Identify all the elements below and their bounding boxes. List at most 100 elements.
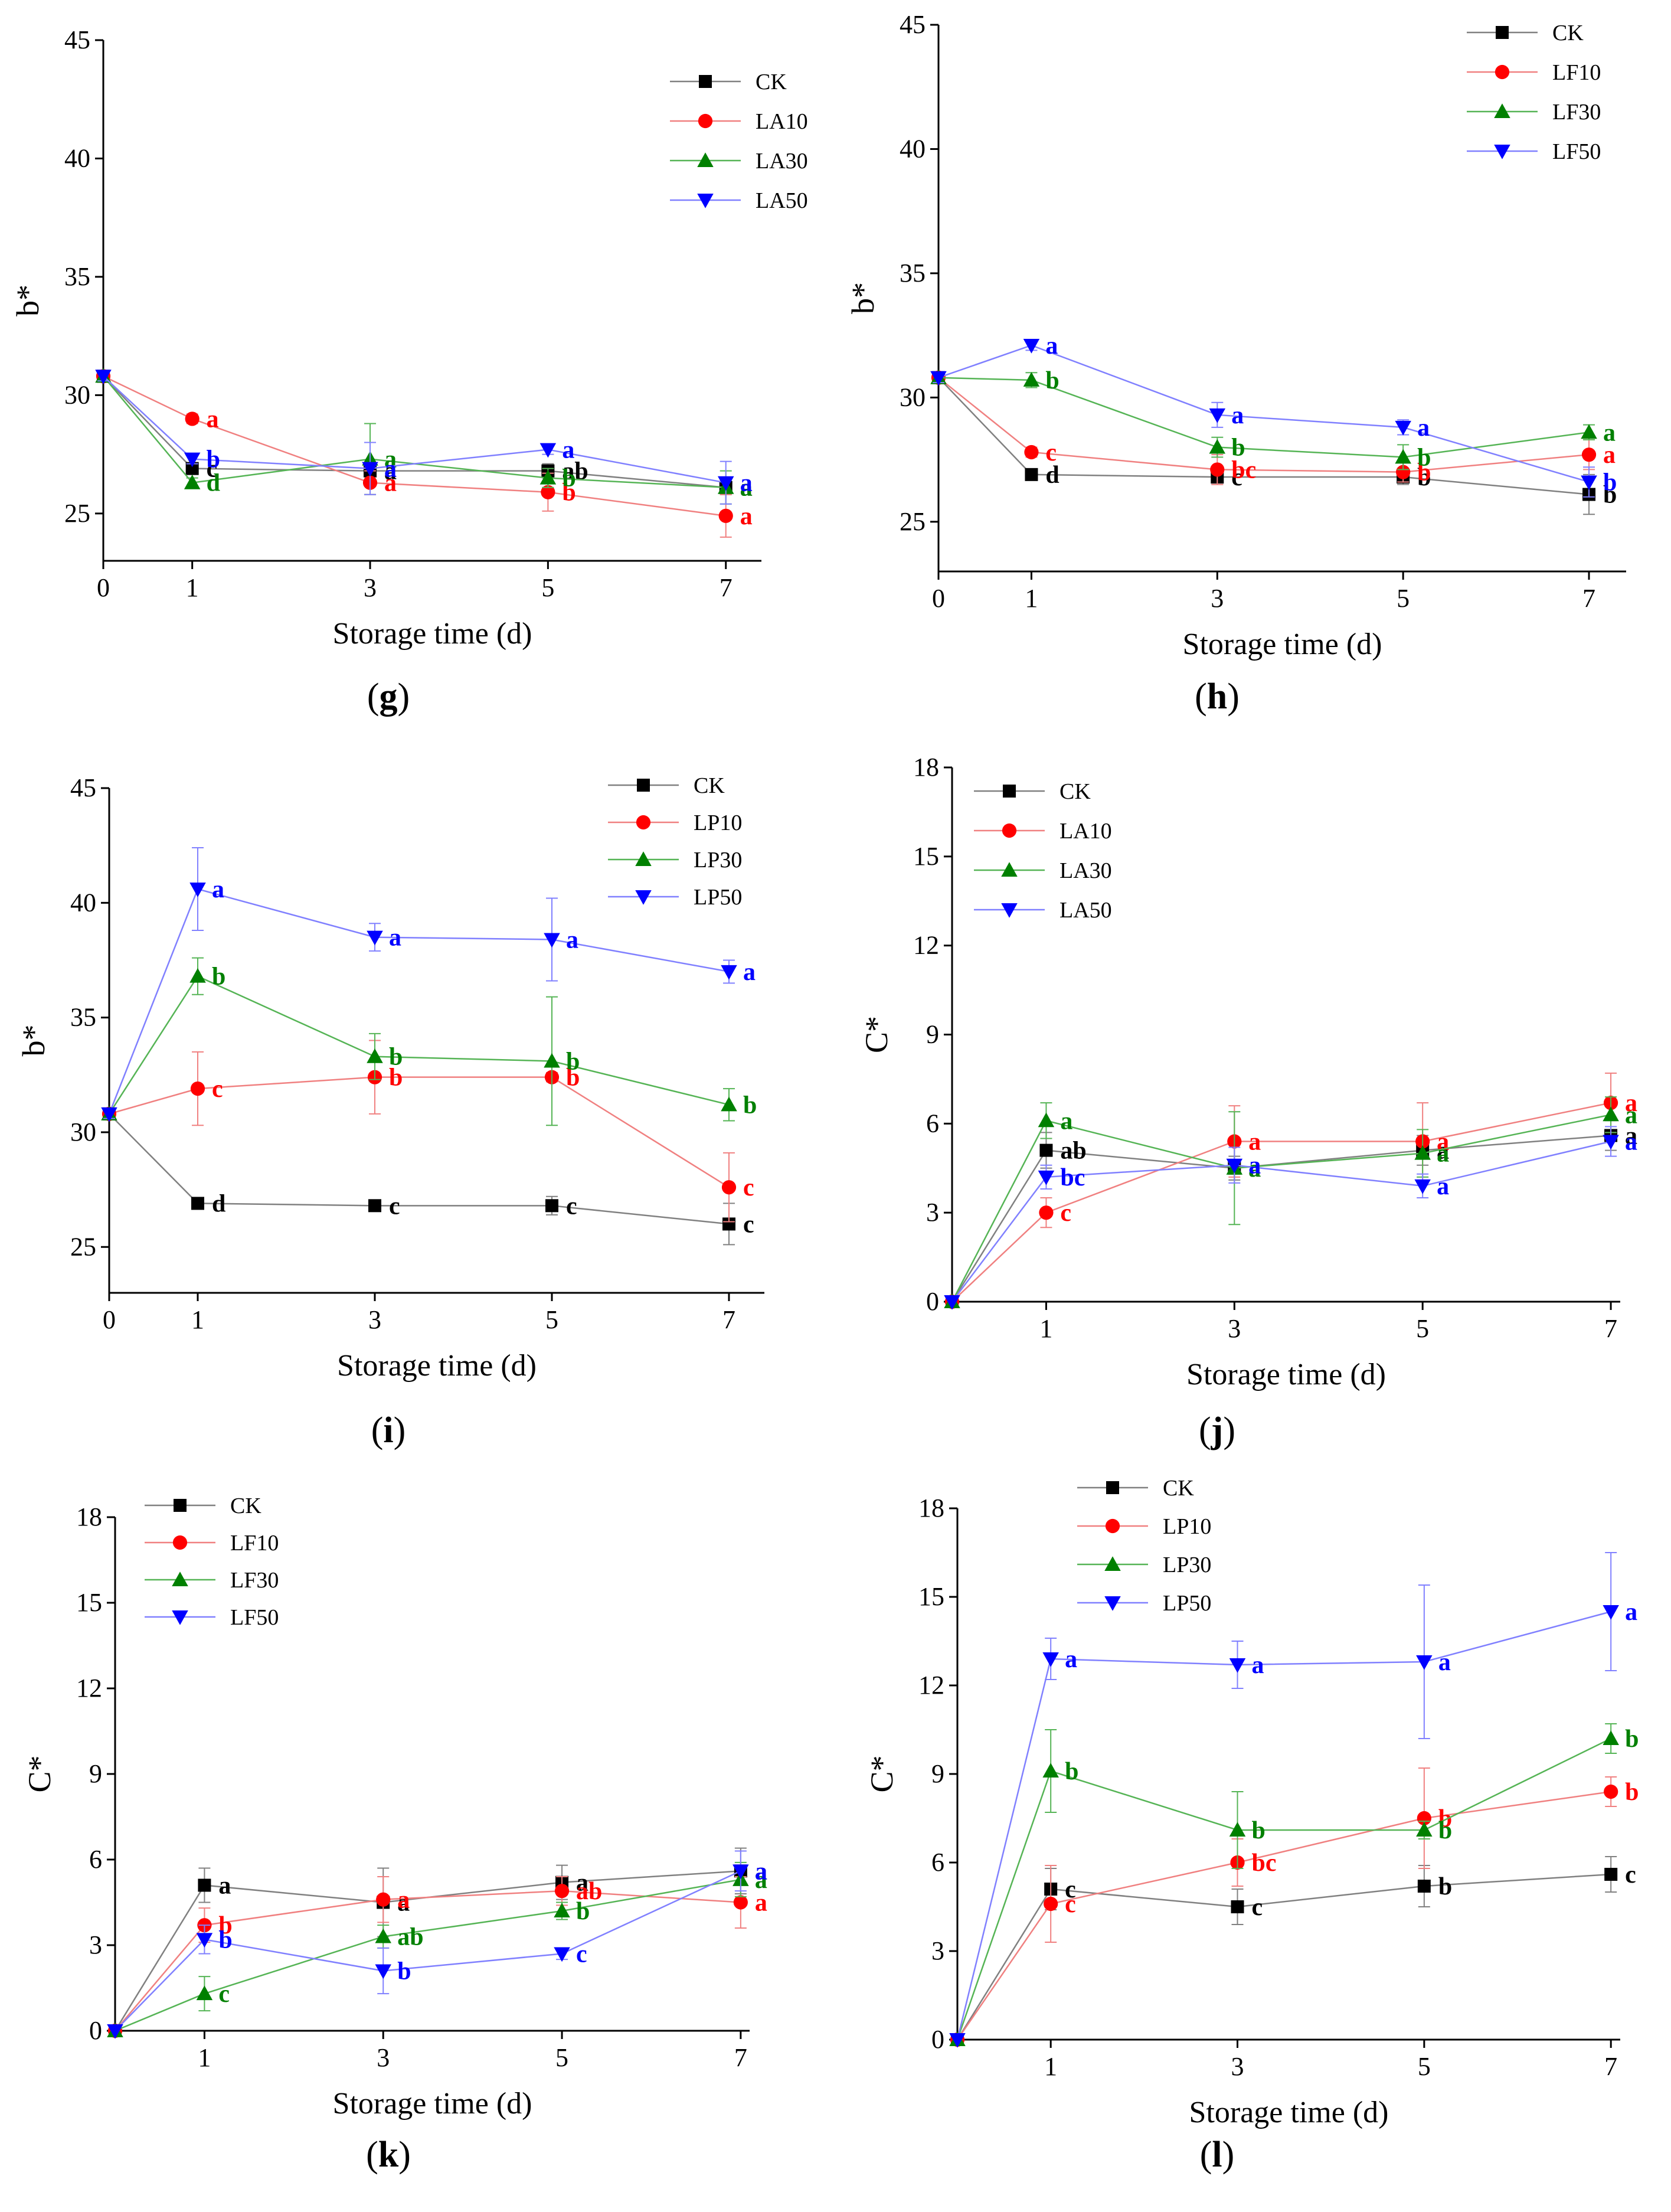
data-point [539, 469, 557, 485]
panel-label-j: (j) [1199, 1410, 1235, 1450]
x-tick-label: 3 [1231, 2052, 1244, 2081]
legend-label: CK [1552, 21, 1584, 45]
legend-marker [172, 1610, 188, 1625]
data-point [184, 474, 201, 489]
data-point [1039, 1143, 1053, 1157]
significance-letter: c [218, 1981, 230, 2008]
series-lp10: c b bc [102, 1040, 754, 1223]
data-point [1210, 462, 1225, 477]
legend-label: LA10 [1060, 819, 1112, 844]
significance-letter: a [218, 1873, 231, 1900]
legend-marker [698, 113, 713, 129]
y-tick-label: 9 [89, 1759, 102, 1788]
legend-marker [172, 1535, 188, 1550]
legend-marker [1104, 1556, 1121, 1571]
significance-letter: a [1603, 442, 1616, 469]
significance-letter: b [576, 1898, 590, 1925]
significance-letter: a [740, 470, 753, 497]
data-point [1396, 465, 1411, 479]
significance-letter: a [1625, 1102, 1637, 1129]
data-point [554, 1884, 570, 1899]
x-tick-label: 5 [555, 2043, 568, 2072]
data-point [541, 485, 555, 499]
significance-letter: a [1625, 1090, 1637, 1117]
x-tick-label: 7 [1582, 584, 1595, 613]
significance-letter: a [1625, 1129, 1637, 1156]
series-lp30: bb bb [101, 957, 757, 1126]
significance-letter: b [1625, 1779, 1639, 1806]
legend-marker [174, 1499, 187, 1512]
significance-letter: b [1438, 1817, 1452, 1844]
y-tick-label: 15 [918, 1582, 944, 1611]
significance-letter: b [1045, 367, 1059, 394]
data-point [185, 462, 199, 475]
significance-letter: b [562, 465, 575, 492]
data-point [539, 443, 557, 458]
panel-label-i: (i) [371, 1410, 406, 1450]
y-tick-label: 18 [913, 753, 939, 782]
significance-letter: bc [1231, 456, 1256, 483]
data-point [944, 1295, 960, 1310]
y-tick-label: 18 [76, 1502, 102, 1531]
significance-letter: b [389, 1044, 403, 1071]
data-point [949, 2033, 966, 2048]
significance-letter: d [207, 470, 220, 497]
y-tick-label: 35 [64, 262, 90, 291]
y-tick-label: 0 [926, 1287, 939, 1316]
data-point [1603, 1106, 1619, 1122]
significance-letter: a [1248, 1129, 1261, 1156]
significance-letter: c [1252, 1894, 1263, 1921]
legend: CK LA10 LA30 LA50 [670, 70, 808, 213]
legend-label: LP30 [694, 848, 742, 873]
y-tick-label: 30 [900, 383, 926, 411]
legend-label: CK [1163, 1476, 1194, 1501]
significance-letter: c [1065, 1876, 1076, 1903]
y-tick-label: 0 [931, 2025, 944, 2054]
significance-letter: a [1437, 1141, 1449, 1168]
significance-letter: a [1437, 1173, 1449, 1200]
x-tick-label: 3 [364, 573, 377, 602]
x-tick-label: 3 [1228, 1314, 1241, 1343]
data-point [367, 1048, 383, 1063]
data-point [368, 1199, 381, 1213]
series-la50: bc aaa [944, 1126, 1637, 1310]
y-tick-label: 15 [76, 1588, 102, 1617]
significance-letter: a [740, 475, 753, 502]
data-point [1395, 420, 1411, 436]
data-point [1226, 1158, 1243, 1174]
significance-letter: c [1231, 464, 1242, 491]
significance-letter: a [562, 437, 574, 464]
significance-letter: b [218, 1912, 232, 1939]
significance-letter: a [755, 1890, 767, 1917]
x-axis-title: Storage time (d) [333, 617, 532, 651]
data-point [1603, 1135, 1619, 1150]
data-point [544, 933, 560, 948]
data-point [733, 1864, 749, 1880]
significance-letter: a [740, 503, 753, 530]
legend: CK LF10 LF30 LF50 [145, 1494, 279, 1630]
legend-label: CK [230, 1494, 261, 1518]
data-point [718, 508, 733, 523]
data-point [930, 371, 947, 386]
x-tick-label: 5 [1416, 1314, 1429, 1343]
legend-label: LA10 [756, 109, 808, 134]
y-tick-label: 40 [64, 143, 90, 172]
data-point [375, 1964, 391, 1979]
data-point [1042, 1652, 1059, 1667]
y-tick-label: 40 [900, 134, 926, 163]
significance-letter: c [212, 1076, 223, 1103]
legend-label: CK [1060, 779, 1091, 804]
x-axis-title: Storage time (d) [1183, 628, 1382, 661]
data-point [1414, 1145, 1431, 1160]
legend-marker [1104, 1596, 1121, 1611]
series-lp50: a a a a [101, 847, 756, 1122]
x-tick-label: 7 [722, 1305, 735, 1334]
significance-letter: b [218, 1926, 232, 1953]
x-tick-label: 1 [198, 2043, 211, 2072]
y-tick-label: 6 [89, 1845, 102, 1874]
x-tick-label: 7 [734, 2043, 747, 2072]
